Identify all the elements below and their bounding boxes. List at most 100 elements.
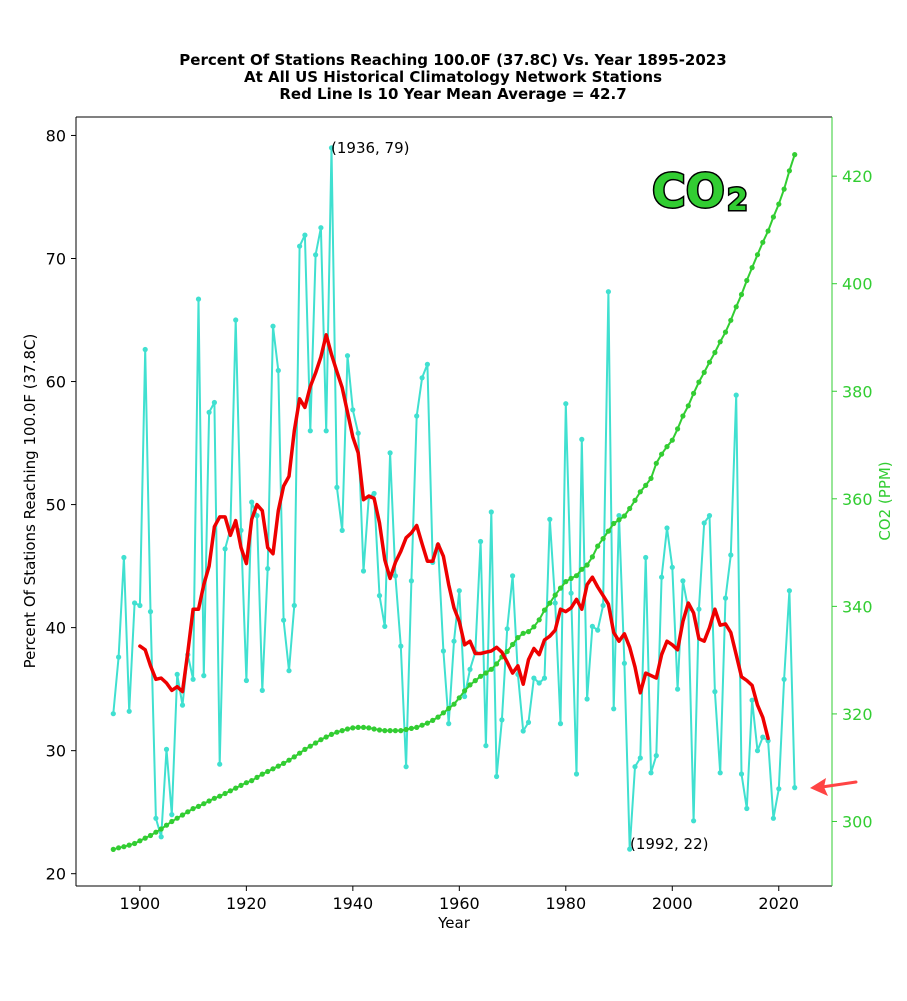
x-tick-label-2000: 2000 [652,894,693,913]
percent-point-1923 [259,687,265,694]
co2-point-1991 [621,513,628,519]
co2-point-2015 [749,265,755,271]
co2-point-1985 [589,554,596,560]
co2-point-1981 [568,575,574,582]
percent-point-1983 [579,436,585,442]
co2-point-1911 [195,803,202,810]
co2-point-1912 [201,801,207,807]
percent-point-1916 [222,546,228,552]
co2-point-1988 [605,528,612,534]
percent-point-1922 [254,513,260,519]
percent-point-1951 [408,578,414,584]
co2-point-1961 [462,688,468,694]
percent-point-1941 [355,430,361,436]
co2-point-1990 [616,517,622,523]
co2-point-1970 [509,641,516,648]
percent-point-1924 [265,566,271,572]
co2-point-1980 [563,579,569,585]
mean-series [138,333,770,741]
co2-point-1984 [584,562,590,568]
co2-point-1913 [206,798,212,804]
co2-point-2012 [733,304,739,310]
co2-point-1999 [664,444,670,450]
co2-point-1966 [488,666,494,672]
co2-point-1992 [627,505,633,512]
co2-point-1986 [595,543,601,549]
co2-point-1947 [387,728,393,734]
co2-point-1915 [217,793,223,799]
percent-point-2012 [733,392,739,398]
co2-point-1971 [515,635,521,641]
co2-point-1908 [179,812,186,818]
percent-point-1934 [318,225,324,231]
percent-point-1996 [648,770,654,776]
co2-point-1907 [174,815,180,821]
co2-point-2004 [691,390,697,396]
co2-point-1939 [344,726,351,732]
co2-point-2011 [728,317,734,323]
percent-point-1944 [371,490,377,497]
x-axis-ticks: 1900 1920 1940 1960 1980 2000 2020 [120,886,799,913]
percent-point-1947 [387,450,393,456]
y2-tick-label-320: 320 [842,705,873,724]
percent-point-1914 [211,399,217,406]
percent-point-1918 [233,317,239,323]
percent-point-1938 [339,527,345,534]
co2-point-1902 [147,832,154,839]
co2-point-1899 [132,840,138,847]
co2-point-1972 [520,630,526,636]
percent-point-2001 [675,686,681,692]
percent-point-2021 [781,676,787,682]
percent-point-1932 [307,428,313,434]
y-tick-label-30: 30 [46,742,66,761]
percent-point-1903 [153,815,159,821]
co2-point-1901 [142,835,148,841]
percent-point-1979 [557,721,564,727]
co2-point-1975 [536,617,542,623]
co2-point-1996 [648,475,654,481]
x-tick-label-2020: 2020 [758,894,799,913]
percent-point-1994 [637,755,643,761]
percent-point-1931 [302,232,308,238]
co2-point-2003 [685,403,691,409]
percent-point-2013 [738,771,745,777]
percent-point-1940 [350,407,356,413]
co2-point-2021 [781,186,787,192]
percent-point-1993 [632,764,638,770]
co2-point-1917 [227,788,233,794]
co2-point-1979 [557,585,564,591]
percent-point-1986 [595,627,601,633]
percent-point-1907 [174,671,180,678]
y2-tick-label-400: 400 [842,275,873,294]
percent-point-1961 [462,693,468,700]
co2-point-2014 [744,277,750,284]
y-tick-label-80: 80 [46,126,66,145]
co2-point-1949 [398,728,404,734]
percent-point-1957 [440,648,446,654]
percent-point-2023 [792,785,798,791]
co2-series [110,152,798,853]
percent-point-1921 [249,499,255,505]
percent-point-2017 [760,734,766,740]
co2-point-1928 [286,757,292,763]
co2-point-2000 [669,437,675,443]
percent-point-1901 [142,346,148,353]
co2-point-2022 [786,168,793,174]
percent-point-2008 [712,689,718,695]
co2-point-1944 [371,726,377,732]
co2-point-1943 [366,725,372,731]
percent-point-1908 [179,702,186,708]
co2-point-1982 [573,573,580,579]
y2-tick-label-300: 300 [842,812,873,831]
percent-point-1896 [116,654,122,660]
y2-tick-label-340: 340 [842,597,873,616]
co2-point-1960 [456,695,462,701]
co2-point-1998 [659,451,665,457]
percent-point-1997 [653,753,659,759]
percent-point-1959 [451,638,457,644]
co2-point-1933 [313,740,319,746]
percent-point-1900 [137,602,143,609]
co2-point-1957 [440,710,446,716]
percent-point-1945 [376,593,383,599]
y2-axis-label: CO2 (PPM) [876,461,894,540]
